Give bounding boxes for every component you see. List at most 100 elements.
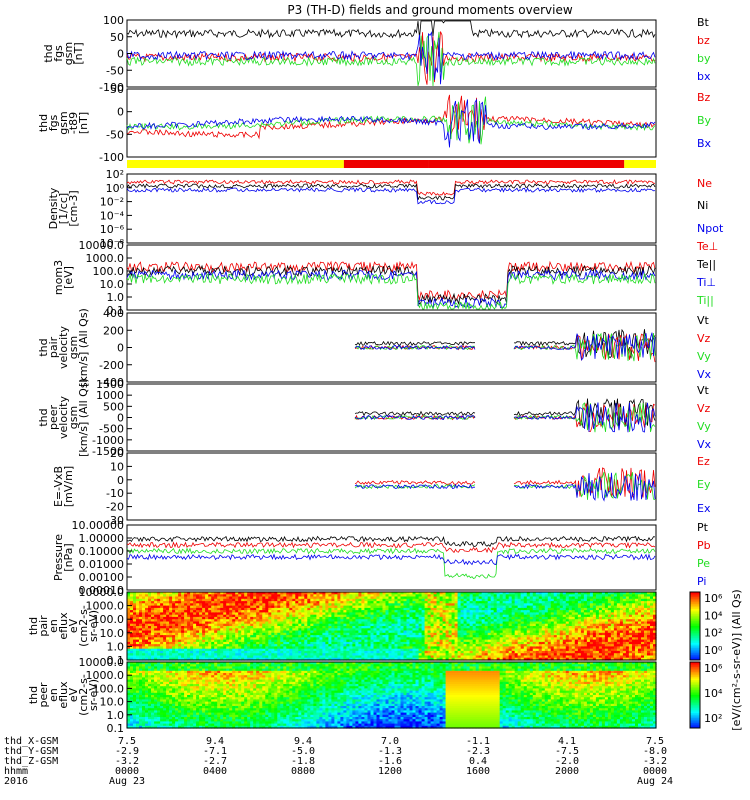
heatmap-cell <box>466 632 471 636</box>
heatmap-cell <box>154 632 158 636</box>
heatmap-cell <box>382 603 387 607</box>
heatmap-cell <box>502 639 507 643</box>
heatmap-cell <box>259 644 263 647</box>
heatmap-cell <box>376 598 381 602</box>
heatmap-cell <box>193 637 197 641</box>
heatmap-cell <box>154 605 158 609</box>
heatmap-cell <box>445 657 450 661</box>
heatmap-cell <box>178 655 182 659</box>
heatmap-cell <box>463 616 468 620</box>
heatmap-cell <box>340 614 344 618</box>
heatmap-cell <box>535 612 540 616</box>
heatmap-cell <box>136 623 140 627</box>
heatmap-cell <box>313 650 317 654</box>
heatmap-cell <box>136 603 140 607</box>
heatmap-cell <box>472 641 477 645</box>
heatmap-cell <box>274 639 278 643</box>
heatmap-cell <box>505 637 510 641</box>
heatmap-cell <box>412 639 417 643</box>
series-line <box>126 541 656 554</box>
heatmap-cell <box>394 623 399 627</box>
heatmap-cell <box>298 628 302 632</box>
heatmap-cell <box>148 623 152 627</box>
heatmap-cell <box>301 655 305 659</box>
heatmap-cell <box>172 601 176 604</box>
heatmap-cell <box>208 632 212 636</box>
heatmap-cell <box>511 612 516 616</box>
heatmap-cell <box>484 653 489 657</box>
heatmap-cell <box>169 650 173 654</box>
heatmap-cell <box>475 621 480 625</box>
heatmap-cell <box>145 646 149 650</box>
heatmap-cell <box>352 605 356 609</box>
heatmap-cell <box>184 616 188 620</box>
heatmap-cell <box>499 644 504 647</box>
heatmap-cell <box>505 592 510 595</box>
heatmap-cell <box>190 650 194 654</box>
legend-entry: Vx <box>697 438 712 451</box>
heatmap-cell <box>349 610 353 613</box>
heatmap-cell <box>316 641 320 645</box>
heatmap-cell <box>241 630 245 634</box>
heatmap-cell <box>148 650 152 654</box>
heatmap-cell <box>169 601 173 604</box>
heatmap-cell <box>403 623 408 627</box>
y-tick-label: 200 <box>103 324 124 337</box>
heatmap-cell <box>220 639 224 643</box>
heatmap-cell <box>511 650 516 654</box>
heatmap-cell <box>448 644 453 647</box>
heatmap-cell <box>142 612 146 616</box>
heatmap-cell <box>379 610 384 613</box>
heatmap-cell <box>415 630 420 634</box>
heatmap-cell <box>151 648 155 652</box>
heatmap-cell <box>220 616 224 620</box>
heatmap-cell <box>172 637 176 641</box>
heatmap-cell <box>313 637 317 641</box>
heatmap-cell <box>499 646 504 650</box>
heatmap-cell <box>268 598 272 602</box>
heatmap-cell <box>355 623 359 627</box>
heatmap-cell <box>445 635 450 638</box>
heatmap-cell <box>142 598 146 602</box>
heatmap-cell <box>292 632 296 636</box>
heatmap-cell <box>325 646 329 650</box>
heatmap-cell <box>340 612 344 616</box>
heatmap-cell <box>460 607 465 611</box>
heatmap-cell <box>520 596 525 600</box>
heatmap-cell <box>301 598 305 602</box>
heatmap-cell <box>346 653 350 657</box>
heatmap-cell <box>181 612 185 616</box>
heatmap-cell <box>502 594 507 598</box>
heatmap-cell <box>274 621 278 625</box>
heatmap-cell <box>265 612 269 616</box>
heatmap-cell <box>142 616 146 620</box>
heatmap-cell <box>490 653 495 657</box>
heatmap-cell <box>442 603 447 607</box>
heatmap-cell <box>529 607 534 611</box>
heatmap-cell <box>532 639 537 643</box>
heatmap-cell <box>229 605 233 609</box>
heatmap-cell <box>154 646 158 650</box>
heatmap-cell <box>235 632 239 636</box>
heatmap-cell <box>259 592 263 595</box>
heatmap-cell <box>508 592 513 595</box>
heatmap-cell <box>250 612 254 616</box>
heatmap-cell <box>361 637 365 641</box>
heatmap-cell <box>262 612 266 616</box>
heatmap-cell <box>145 657 149 661</box>
heatmap-cell <box>529 630 534 634</box>
heatmap-cell <box>427 603 432 607</box>
heatmap-cell <box>385 646 390 650</box>
heatmap-cell <box>397 657 402 661</box>
heatmap-cell <box>160 616 164 620</box>
heatmap-cell <box>496 596 501 600</box>
heatmap-cell <box>292 628 296 632</box>
heatmap-cell <box>487 637 492 641</box>
heatmap-cell <box>163 653 167 657</box>
heatmap-cell <box>202 603 206 607</box>
heatmap-cell <box>502 641 507 645</box>
heatmap-cell <box>217 603 221 607</box>
heatmap-cell <box>214 637 218 641</box>
heatmap-cell <box>145 610 149 613</box>
heatmap-cell <box>511 621 516 625</box>
